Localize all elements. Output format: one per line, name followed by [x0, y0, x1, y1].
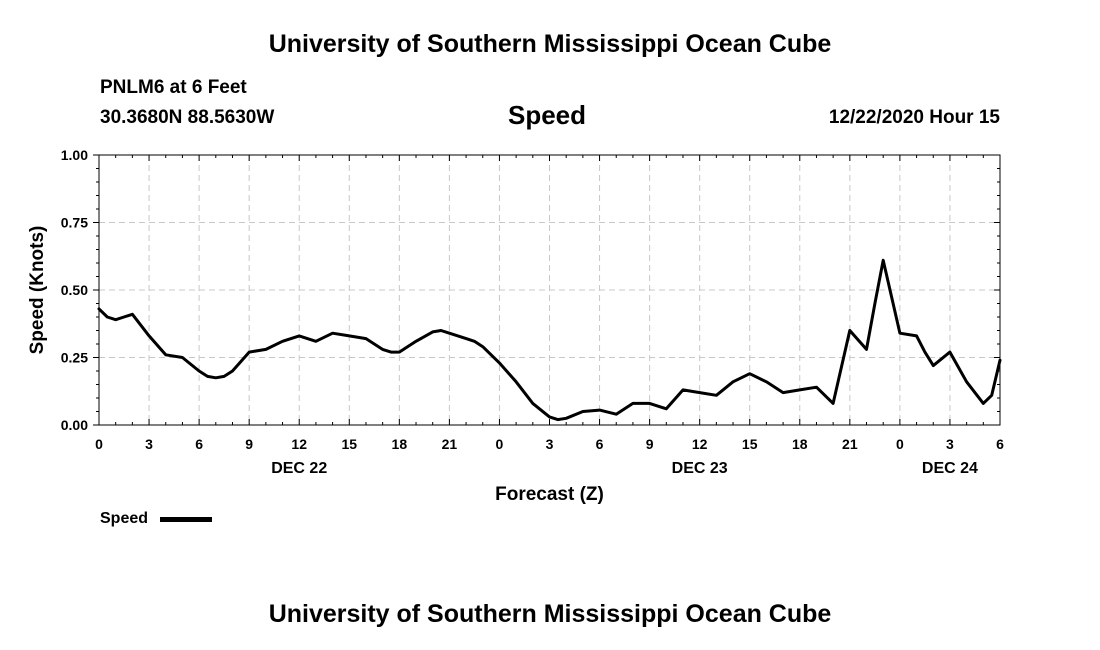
x-tick-label: 0 — [496, 436, 504, 452]
x-axis-label: Forecast (Z) — [495, 484, 604, 505]
x-tick-label: 6 — [596, 436, 604, 452]
y-tick-label: 0.25 — [61, 350, 88, 366]
x-tick-label: 12 — [692, 436, 708, 452]
x-tick-label: 3 — [145, 436, 153, 452]
legend-label: Speed — [100, 510, 149, 527]
date-label: DEC 24 — [922, 460, 978, 477]
y-tick-label: 0.75 — [61, 215, 88, 231]
footer-title: University of Southern Mississippi Ocean… — [268, 600, 832, 628]
x-tick-label: 21 — [442, 436, 458, 452]
x-tick-label: 9 — [245, 436, 253, 452]
station-label: PNLM6 at 6 Feet — [100, 77, 247, 98]
x-tick-label: 15 — [341, 436, 357, 452]
y-tick-label: 0.00 — [61, 417, 88, 433]
date-label: DEC 23 — [672, 460, 728, 477]
legend-line-swatch — [160, 517, 212, 522]
y-axis-label: Speed (Knots) — [27, 226, 48, 355]
x-tick-label: 9 — [646, 436, 654, 452]
y-tick-label: 1.00 — [61, 147, 88, 163]
x-tick-label: 3 — [946, 436, 954, 452]
station-coordinates: 30.3680N 88.5630W — [100, 107, 275, 128]
forecast-timestamp: 12/22/2020 Hour 15 — [828, 107, 1000, 128]
date-label: DEC 22 — [271, 460, 327, 477]
x-tick-label: 15 — [742, 436, 758, 452]
x-tick-label: 18 — [392, 436, 408, 452]
x-tick-label: 0 — [896, 436, 904, 452]
speed-series-line — [97, 258, 1002, 422]
variable-title: Speed — [508, 100, 587, 130]
x-tick-label: 18 — [792, 436, 808, 452]
x-tick-label: 21 — [842, 436, 858, 452]
chart-title: University of Southern Mississippi Ocean… — [268, 30, 832, 58]
x-tick-label: 12 — [291, 436, 307, 452]
x-tick-label: 3 — [546, 436, 554, 452]
y-tick-label: 0.50 — [61, 282, 88, 298]
x-tick-label: 6 — [996, 436, 1004, 452]
x-tick-label: 0 — [95, 436, 103, 452]
x-tick-label: 6 — [195, 436, 203, 452]
